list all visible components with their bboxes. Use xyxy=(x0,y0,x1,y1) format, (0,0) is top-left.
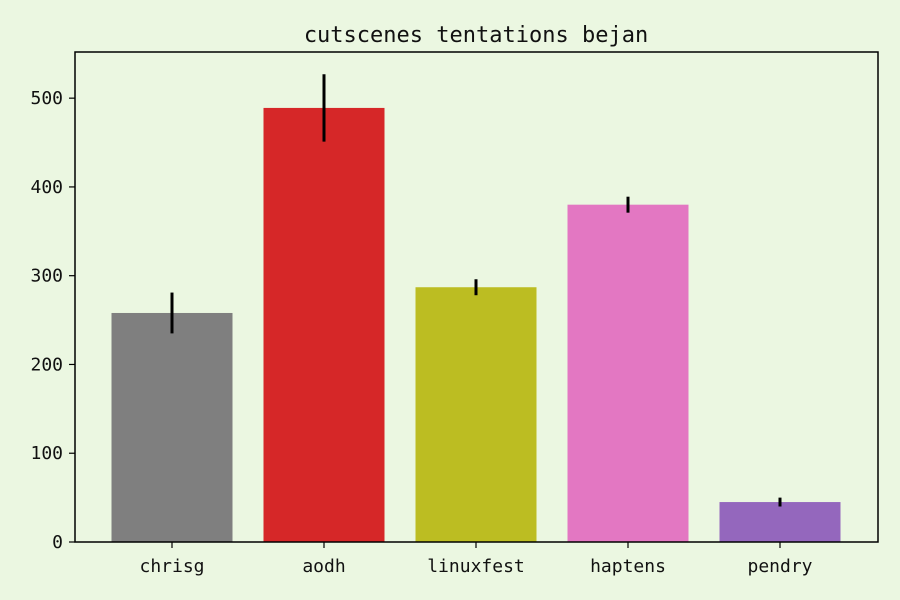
x-tick-label-linuxfest: linuxfest xyxy=(427,556,525,577)
x-tick-label-chrisg: chrisg xyxy=(139,556,204,577)
bar-linuxfest xyxy=(415,287,537,542)
y-tick-label-200: 200 xyxy=(30,354,63,375)
x-tick-label-pendry: pendry xyxy=(747,556,812,577)
y-tick-label-300: 300 xyxy=(30,266,63,287)
chart-title: cutscenes tentations bejan xyxy=(304,23,648,48)
y-tick-label-400: 400 xyxy=(30,177,63,198)
x-tick-label-haptens: haptens xyxy=(590,556,666,577)
bar-haptens xyxy=(567,204,689,542)
bar-chrisg xyxy=(111,312,233,542)
plot-area: chrisg aodh linuxfest haptens pendry 0 100 200 3… xyxy=(30,51,879,577)
plot-frame xyxy=(74,51,879,543)
bar-pendry xyxy=(719,502,841,542)
y-tick-label-500: 500 xyxy=(30,88,63,109)
bar-aodh xyxy=(263,107,385,542)
y-tick-label-100: 100 xyxy=(30,443,63,464)
y-tick-label-0: 0 xyxy=(52,532,63,553)
x-tick-label-aodh: aodh xyxy=(302,556,345,577)
